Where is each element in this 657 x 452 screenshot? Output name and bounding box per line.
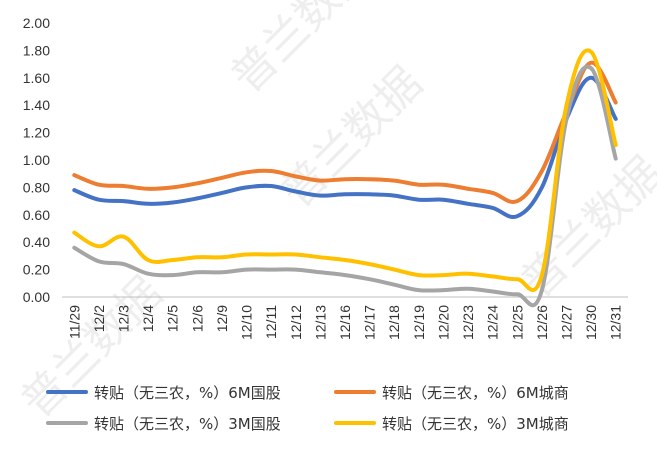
y-tick-label: 0.00 xyxy=(23,289,50,305)
y-tick-label: 2.00 xyxy=(23,15,50,31)
x-tick-label: 12/20 xyxy=(435,305,451,340)
y-tick-label: 1.20 xyxy=(23,125,50,141)
x-tick-label: 12/25 xyxy=(509,305,525,340)
y-tick-label: 0.20 xyxy=(23,262,50,278)
x-tick-label: 12/30 xyxy=(583,305,599,340)
x-tick-label: 12/9 xyxy=(214,305,230,332)
x-tick-label: 12/2 xyxy=(91,305,107,332)
y-tick-label: 0.60 xyxy=(23,207,50,223)
y-tick-label: 1.00 xyxy=(23,152,50,168)
x-tick-label: 11/29 xyxy=(66,305,82,339)
y-tick-label: 0.40 xyxy=(23,234,50,250)
x-tick-label: 12/5 xyxy=(165,305,181,332)
legend-label: 转贴（无三农，%）3M国股 xyxy=(94,415,281,433)
x-tick-label: 12/19 xyxy=(411,305,427,340)
series-line-0 xyxy=(72,75,618,219)
legend-label: 转贴（无三农，%）6M城商 xyxy=(382,384,569,402)
watermark-text-0: 普兰数据 xyxy=(222,0,383,103)
series-line-3 xyxy=(72,48,618,293)
x-tick-label: 12/16 xyxy=(337,305,353,340)
series-line-1 xyxy=(72,60,618,204)
x-tick-label: 12/26 xyxy=(534,305,550,340)
series-line-2 xyxy=(72,64,618,308)
x-tick-label: 12/3 xyxy=(116,305,132,332)
y-tick-label: 1.60 xyxy=(23,70,50,86)
y-tick-label: 0.80 xyxy=(23,179,50,195)
legend-label: 转贴（无三农，%）3M城商 xyxy=(382,415,569,433)
x-axis-ticks: 11/29 12/2 12/3 12/4 12/5 12/6 12/9 12/10 12/11 1… xyxy=(66,305,623,340)
series-lines xyxy=(72,48,618,308)
x-tick-label: 12/6 xyxy=(189,305,205,332)
x-tick-label: 12/13 xyxy=(312,305,328,340)
x-tick-label: 12/23 xyxy=(460,305,476,340)
x-tick-label: 12/17 xyxy=(362,305,378,340)
x-tick-label: 12/24 xyxy=(485,305,501,340)
x-tick-label: 12/10 xyxy=(239,305,255,340)
x-tick-label: 12/4 xyxy=(140,305,156,332)
y-tick-label: 1.80 xyxy=(23,42,50,58)
legend-label: 转贴（无三农，%）6M国股 xyxy=(94,384,281,402)
x-tick-label: 12/31 xyxy=(608,305,624,340)
x-tick-label: 12/12 xyxy=(288,305,304,340)
x-tick-label: 12/18 xyxy=(386,305,402,340)
x-tick-label: 12/27 xyxy=(558,305,574,340)
y-tick-label: 1.40 xyxy=(23,97,50,113)
x-tick-label: 12/11 xyxy=(263,305,279,339)
y-axis-ticks: 0.00 0.20 0.40 0.60 0.80 1.00 1.20 1.40 1.60 1.80… xyxy=(23,15,50,305)
watermark-text-2: 普兰数据 xyxy=(512,147,657,308)
